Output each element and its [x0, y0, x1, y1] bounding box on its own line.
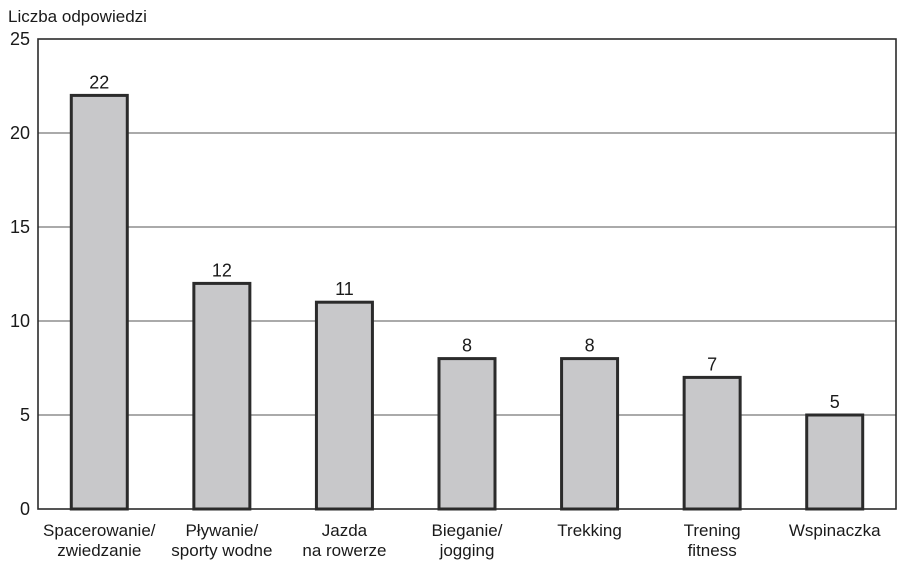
x-tick-label: na rowerze	[302, 541, 386, 560]
bar-value-label: 12	[212, 260, 232, 280]
x-tick-label: Wspinaczka	[789, 521, 881, 540]
y-tick-label: 5	[20, 405, 30, 425]
x-tick-label: Jazda	[322, 521, 368, 540]
x-tick-label: Trening	[684, 521, 741, 540]
labels-layer: 0 5 10 15 20 25 22 Spacerowanie/zwiedzanie 12 Pły…	[10, 29, 881, 560]
x-tick-label: Trekking	[557, 521, 622, 540]
bar	[682, 375, 742, 511]
bar-value-label: 22	[89, 72, 109, 92]
bar	[192, 281, 252, 511]
x-tick-label: jogging	[439, 541, 495, 560]
y-tick-label: 20	[10, 123, 30, 143]
bar-value-label: 7	[707, 354, 717, 374]
x-tick-label: Bieganie/	[432, 521, 503, 540]
bar	[69, 93, 129, 511]
x-tick-label: zwiedzanie	[57, 541, 141, 560]
y-tick-label: 10	[10, 311, 30, 331]
x-tick-label: Pływanie/	[185, 521, 258, 540]
bar	[560, 357, 620, 511]
bar	[314, 300, 374, 511]
axis-layer	[37, 38, 897, 510]
x-tick-label: Spacerowanie/	[43, 521, 156, 540]
y-tick-label: 25	[10, 29, 30, 49]
bar-value-label: 5	[830, 392, 840, 412]
y-tick-label: 15	[10, 217, 30, 237]
bar-value-label: 11	[335, 279, 354, 299]
x-tick-label: sporty wodne	[171, 541, 272, 560]
bars-layer	[69, 93, 865, 511]
bar	[437, 357, 497, 511]
bar	[805, 413, 865, 511]
plot-frame	[37, 38, 897, 510]
y-tick-label: 0	[20, 499, 30, 519]
x-tick-label: fitness	[688, 541, 737, 560]
bar-value-label: 8	[462, 336, 472, 356]
bar-value-label: 8	[585, 336, 595, 356]
y-axis-title: Liczba odpowiedzi	[8, 7, 147, 26]
